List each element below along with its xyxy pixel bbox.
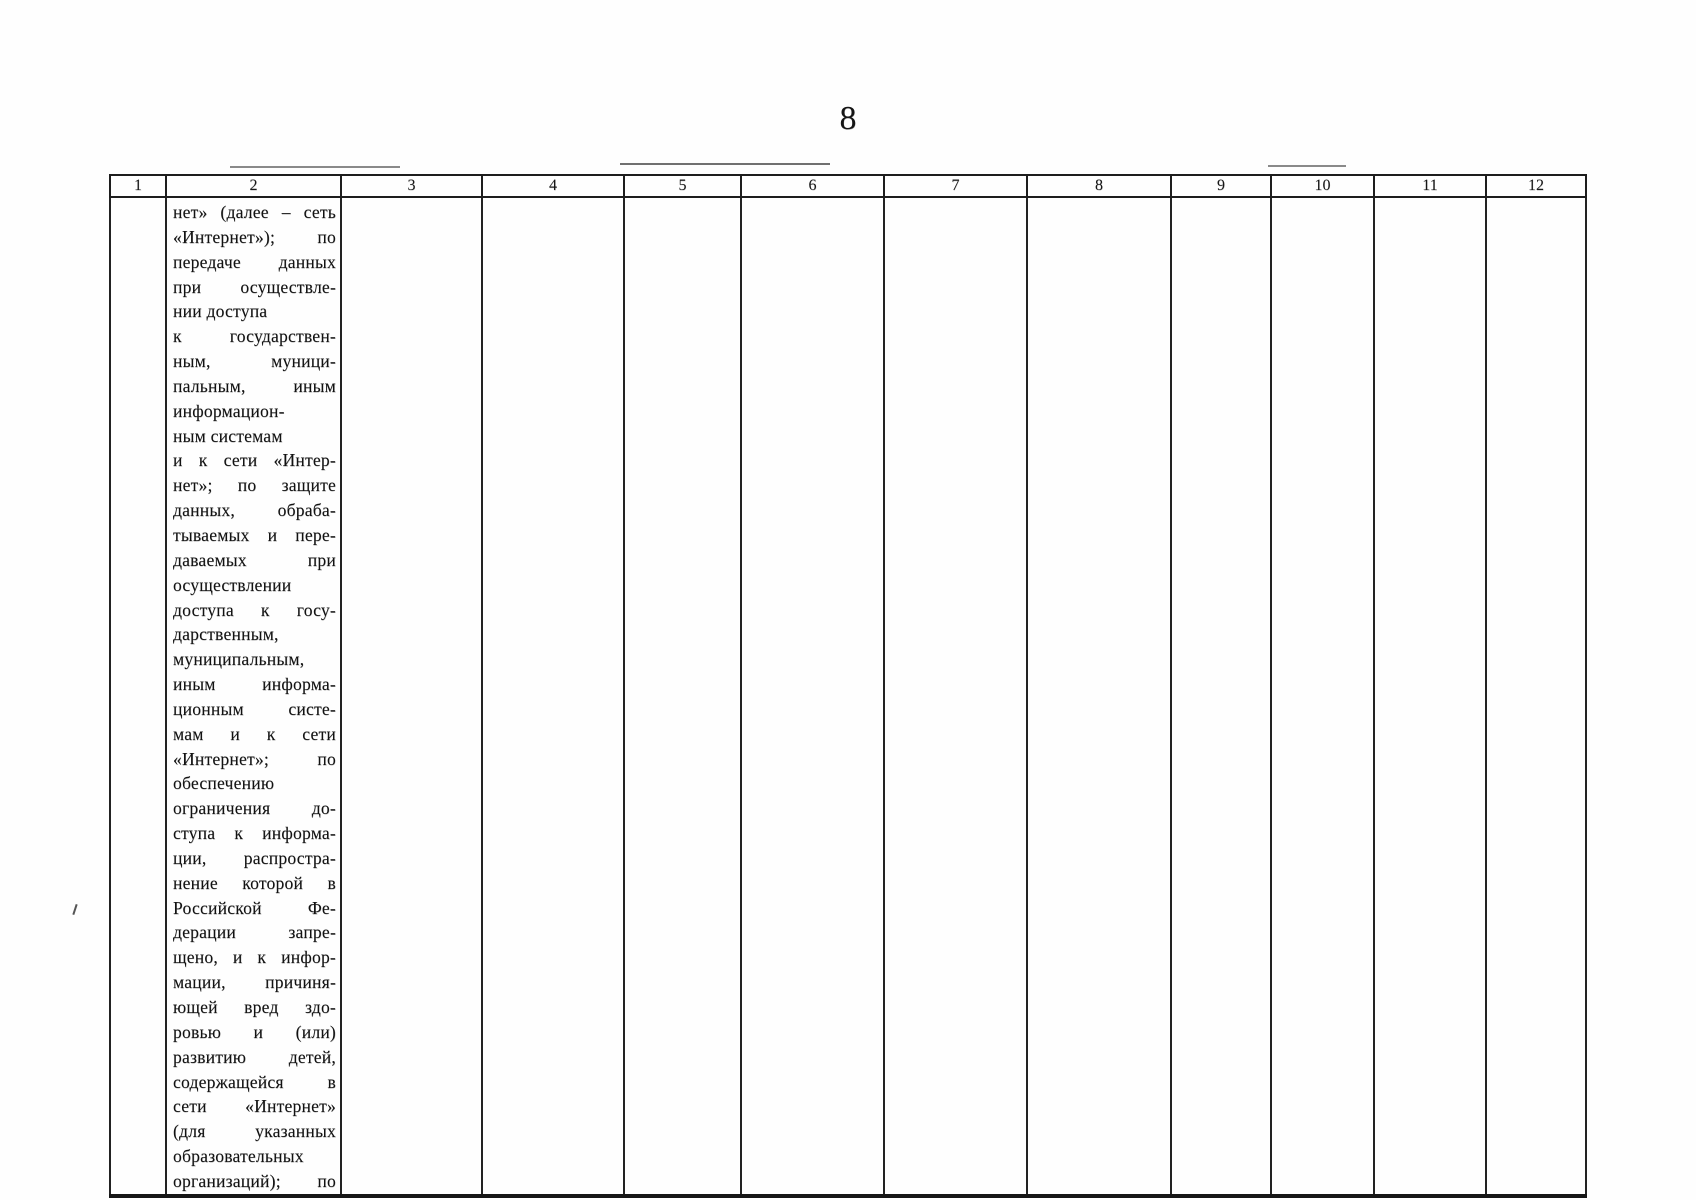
column-header-3: 3 — [340, 174, 483, 198]
text-line: информацион- — [173, 400, 285, 421]
table-cell-col2: нет» (далее – сеть «Интернет»); по передач… — [165, 196, 342, 1198]
text-line: пальным, иным — [173, 375, 336, 396]
text-line: обеспечению — [173, 773, 275, 794]
column2-text-block: нет» (далее – сеть «Интернет»); по передач… — [167, 198, 340, 1194]
text-line: доступа к госу- — [173, 599, 336, 620]
column-header-5: 5 — [623, 174, 742, 198]
table-cell-col6 — [740, 196, 885, 1198]
table-cell-col8 — [1026, 196, 1172, 1198]
table-cell-col7 — [883, 196, 1028, 1198]
text-line: ровью и (или) — [173, 1021, 336, 1042]
scan-artifact-line — [230, 166, 400, 168]
text-line: организаций); по — [173, 1170, 336, 1191]
column-header-7: 7 — [883, 174, 1028, 198]
page-number: 8 — [839, 100, 857, 137]
column-header-9: 9 — [1170, 174, 1272, 198]
text-line: передаче данных — [173, 251, 336, 272]
text-line: нет»; по защите — [173, 475, 336, 496]
text-line: ным, муници- — [173, 351, 336, 372]
table-cell-col10 — [1270, 196, 1375, 1198]
text-line: мам и к сети — [173, 723, 336, 744]
text-line: тываемых и пере- — [173, 524, 336, 545]
column-header-11: 11 — [1373, 174, 1487, 198]
text-line: образовательных — [173, 1146, 304, 1167]
table-cell-col12 — [1485, 196, 1587, 1198]
text-line: мации, причиня- — [173, 972, 336, 993]
table-header-row: 1 2 3 4 5 6 7 8 9 10 11 12 — [109, 174, 1587, 198]
text-line: ограничения до- — [173, 798, 336, 819]
text-line: содержащейся в — [173, 1071, 336, 1092]
text-line: ющей вред здо- — [173, 997, 336, 1017]
text-line: при осуществле- — [173, 276, 336, 297]
text-line: дерации запре- — [173, 922, 336, 943]
text-line: «Интернет»); по — [173, 226, 336, 247]
text-line: к государствен- — [173, 326, 336, 347]
column-header-12: 12 — [1485, 174, 1587, 198]
table-cell-col1 — [109, 196, 167, 1198]
text-line: нение которой в — [173, 872, 336, 893]
text-line: развитию детей, — [173, 1046, 336, 1067]
text-line: иным информа- — [173, 674, 336, 695]
table-cell-col4 — [481, 196, 625, 1198]
scan-artifact-mark — [72, 903, 78, 916]
text-line: Российской Фе- — [173, 897, 336, 918]
table-cell-col3 — [340, 196, 483, 1198]
column-header-6: 6 — [740, 174, 885, 198]
text-line: (для указанных — [173, 1121, 336, 1142]
column-header-4: 4 — [481, 174, 625, 198]
table-cell-col11 — [1373, 196, 1487, 1198]
column-header-2: 2 — [165, 174, 342, 198]
text-line: сети «Интернет» — [173, 1096, 336, 1117]
table-cell-col9 — [1170, 196, 1272, 1198]
text-line: щено, и к инфор- — [173, 947, 336, 968]
text-line: данных, обраба- — [173, 500, 336, 521]
text-line: дарственным, — [173, 624, 279, 645]
column-header-10: 10 — [1270, 174, 1375, 198]
text-line: нет» (далее – сеть — [173, 202, 336, 222]
text-line: даваемых при — [173, 549, 336, 570]
text-line: ступа к информа- — [173, 823, 336, 844]
column-header-8: 8 — [1026, 174, 1172, 198]
text-line: ции, распростра- — [173, 847, 336, 868]
document-table: 1 2 3 4 5 6 7 8 9 10 11 12 нет» (далее – сеть «Интер… — [109, 174, 1587, 1198]
column-header-1: 1 — [109, 174, 167, 198]
text-line: осуществлении — [173, 574, 292, 595]
table-cell-col5 — [623, 196, 742, 1198]
table-body-row: нет» (далее – сеть «Интернет»); по передач… — [109, 196, 1587, 1198]
scan-artifact-line — [620, 163, 830, 165]
text-line: ционным систе- — [173, 698, 336, 719]
text-line: и к сети «Интер- — [173, 450, 336, 471]
text-line: «Интернет»; по — [173, 748, 336, 769]
scan-artifact-line — [1268, 165, 1346, 167]
text-line: ным системам — [173, 425, 283, 446]
text-line: муниципальным, — [173, 649, 305, 670]
text-line: нии доступа — [173, 301, 268, 322]
